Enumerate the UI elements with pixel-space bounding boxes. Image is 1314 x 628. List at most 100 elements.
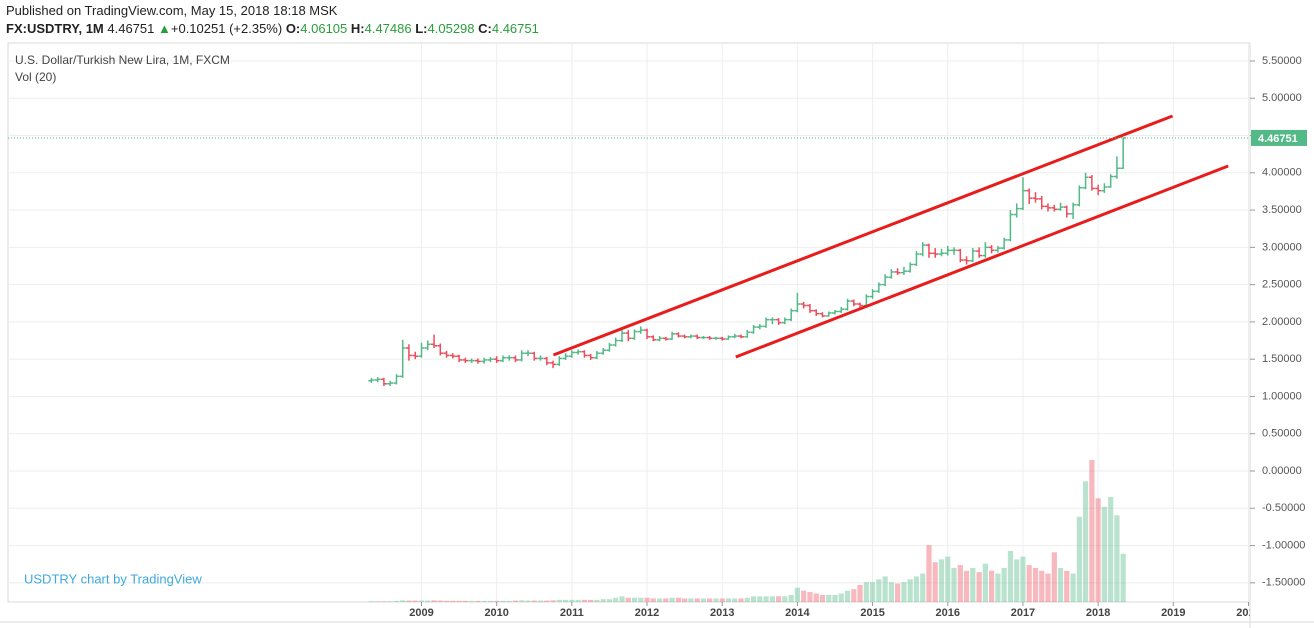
volume-bar <box>1014 559 1020 602</box>
volume-bar <box>1057 567 1064 602</box>
volume-bar <box>506 600 512 602</box>
volume-bar <box>707 598 713 602</box>
volume-bar <box>863 582 869 602</box>
trend-line <box>552 114 1174 357</box>
volume-bar <box>487 600 494 602</box>
volume-bar <box>581 599 588 602</box>
y-tick-label: 5.50000 <box>1262 55 1302 67</box>
volume-bar <box>656 598 663 602</box>
volume-bar <box>406 600 412 602</box>
close-value: 4.46751 <box>491 21 539 36</box>
volume-bar <box>769 596 775 602</box>
low-value: 4.05298 <box>427 21 475 36</box>
volume-bar <box>575 599 581 602</box>
volume-bar <box>876 579 882 602</box>
volume-bar <box>450 600 456 602</box>
open-value: 4.06105 <box>300 21 348 36</box>
volume-bar <box>418 600 425 602</box>
volume-bar <box>550 600 556 602</box>
y-tick-label: 2.50000 <box>1262 279 1302 291</box>
volume-bar <box>613 597 619 602</box>
volume-bar <box>650 598 656 602</box>
volume-bar <box>794 587 801 602</box>
volume-bar <box>700 598 707 602</box>
volume-bar <box>1070 573 1076 602</box>
volume-bar <box>1101 506 1107 602</box>
volume-bar <box>869 582 876 602</box>
volume-bar <box>813 593 819 602</box>
volume-label: Vol (20) <box>15 70 56 84</box>
volume-bar <box>368 601 374 602</box>
volume-bar <box>519 600 525 602</box>
volume-bar <box>732 598 738 602</box>
volume-bar <box>807 592 813 602</box>
volume-bar <box>625 597 631 602</box>
y-tick-label: 5.00000 <box>1262 92 1302 104</box>
y-tick-label: 3.00000 <box>1262 241 1302 253</box>
volume-bar <box>682 598 688 602</box>
volume-bar <box>675 597 681 602</box>
volume-bar <box>606 599 613 602</box>
x-tick-label: 2014 <box>785 607 810 619</box>
high-label: H: <box>350 21 365 36</box>
volume-bar <box>738 598 744 602</box>
volume-bar <box>1051 552 1057 602</box>
time-axis: 2009 2010 2011 2012 2013 2014 2015 2016 2017 2018… <box>409 602 1261 619</box>
volume-bar <box>832 594 838 602</box>
volume-bar <box>531 600 537 602</box>
low-label: L: <box>415 21 428 36</box>
volume-bar <box>556 599 562 602</box>
volume-bar <box>844 590 851 602</box>
volume-bar <box>669 597 675 602</box>
volume <box>368 460 1126 602</box>
volume-bar <box>1082 481 1089 602</box>
volume-bar <box>995 573 1001 602</box>
x-tick-label: 2016 <box>936 607 960 619</box>
volume-bar <box>512 600 519 602</box>
volume-bar <box>713 598 719 602</box>
x-tick-label: 2019 <box>1161 607 1185 619</box>
volume-bar <box>913 576 920 602</box>
volume-bar <box>688 598 694 602</box>
volume-bar <box>970 567 976 602</box>
volume-bar <box>1076 516 1082 602</box>
y-tick-label: -0.50000 <box>1262 502 1305 514</box>
volume-bar <box>882 576 888 602</box>
volume-bar <box>594 599 600 602</box>
volume-bar <box>926 545 932 602</box>
volume-bar <box>644 597 650 602</box>
volume-bar <box>945 556 951 602</box>
volume-bar <box>819 594 826 602</box>
volume-bar <box>443 600 450 602</box>
volume-bar <box>569 599 575 602</box>
chart-title: U.S. Dollar/Turkish New Lira, 1M, FXCM <box>15 53 230 67</box>
last: 4.46751 <box>107 21 155 36</box>
x-tick-label: 2013 <box>710 607 734 619</box>
volume-bar <box>951 567 957 602</box>
volume-bar <box>1032 567 1039 602</box>
volume-bar <box>431 600 437 602</box>
volume-bar <box>982 563 988 602</box>
symbol: FX:USDTRY, 1M <box>6 21 104 36</box>
volume-bar <box>631 597 638 602</box>
y-tick-label: -1.00000 <box>1262 539 1305 551</box>
watermark: USDTRY chart by TradingView <box>24 571 202 586</box>
volume-bar <box>1064 570 1070 602</box>
volume-bar <box>788 594 794 602</box>
x-tick-label: 2009 <box>409 607 433 619</box>
volume-bar <box>375 601 381 602</box>
volume-bar <box>957 565 963 602</box>
price-bars <box>368 137 1127 387</box>
volume-bar <box>907 579 913 602</box>
volume-bar <box>888 582 894 602</box>
high-value: 4.47486 <box>364 21 412 36</box>
change: +0.10251 (+2.35%) <box>170 21 283 36</box>
last-price-box <box>1251 129 1307 146</box>
open-label: O: <box>285 21 301 36</box>
volume-bar <box>387 601 393 602</box>
published-line: Published on TradingView.com, May 15, 20… <box>6 3 338 18</box>
volume-bar <box>895 583 901 602</box>
volume-bar <box>1026 565 1032 602</box>
volume-bar <box>619 596 625 602</box>
